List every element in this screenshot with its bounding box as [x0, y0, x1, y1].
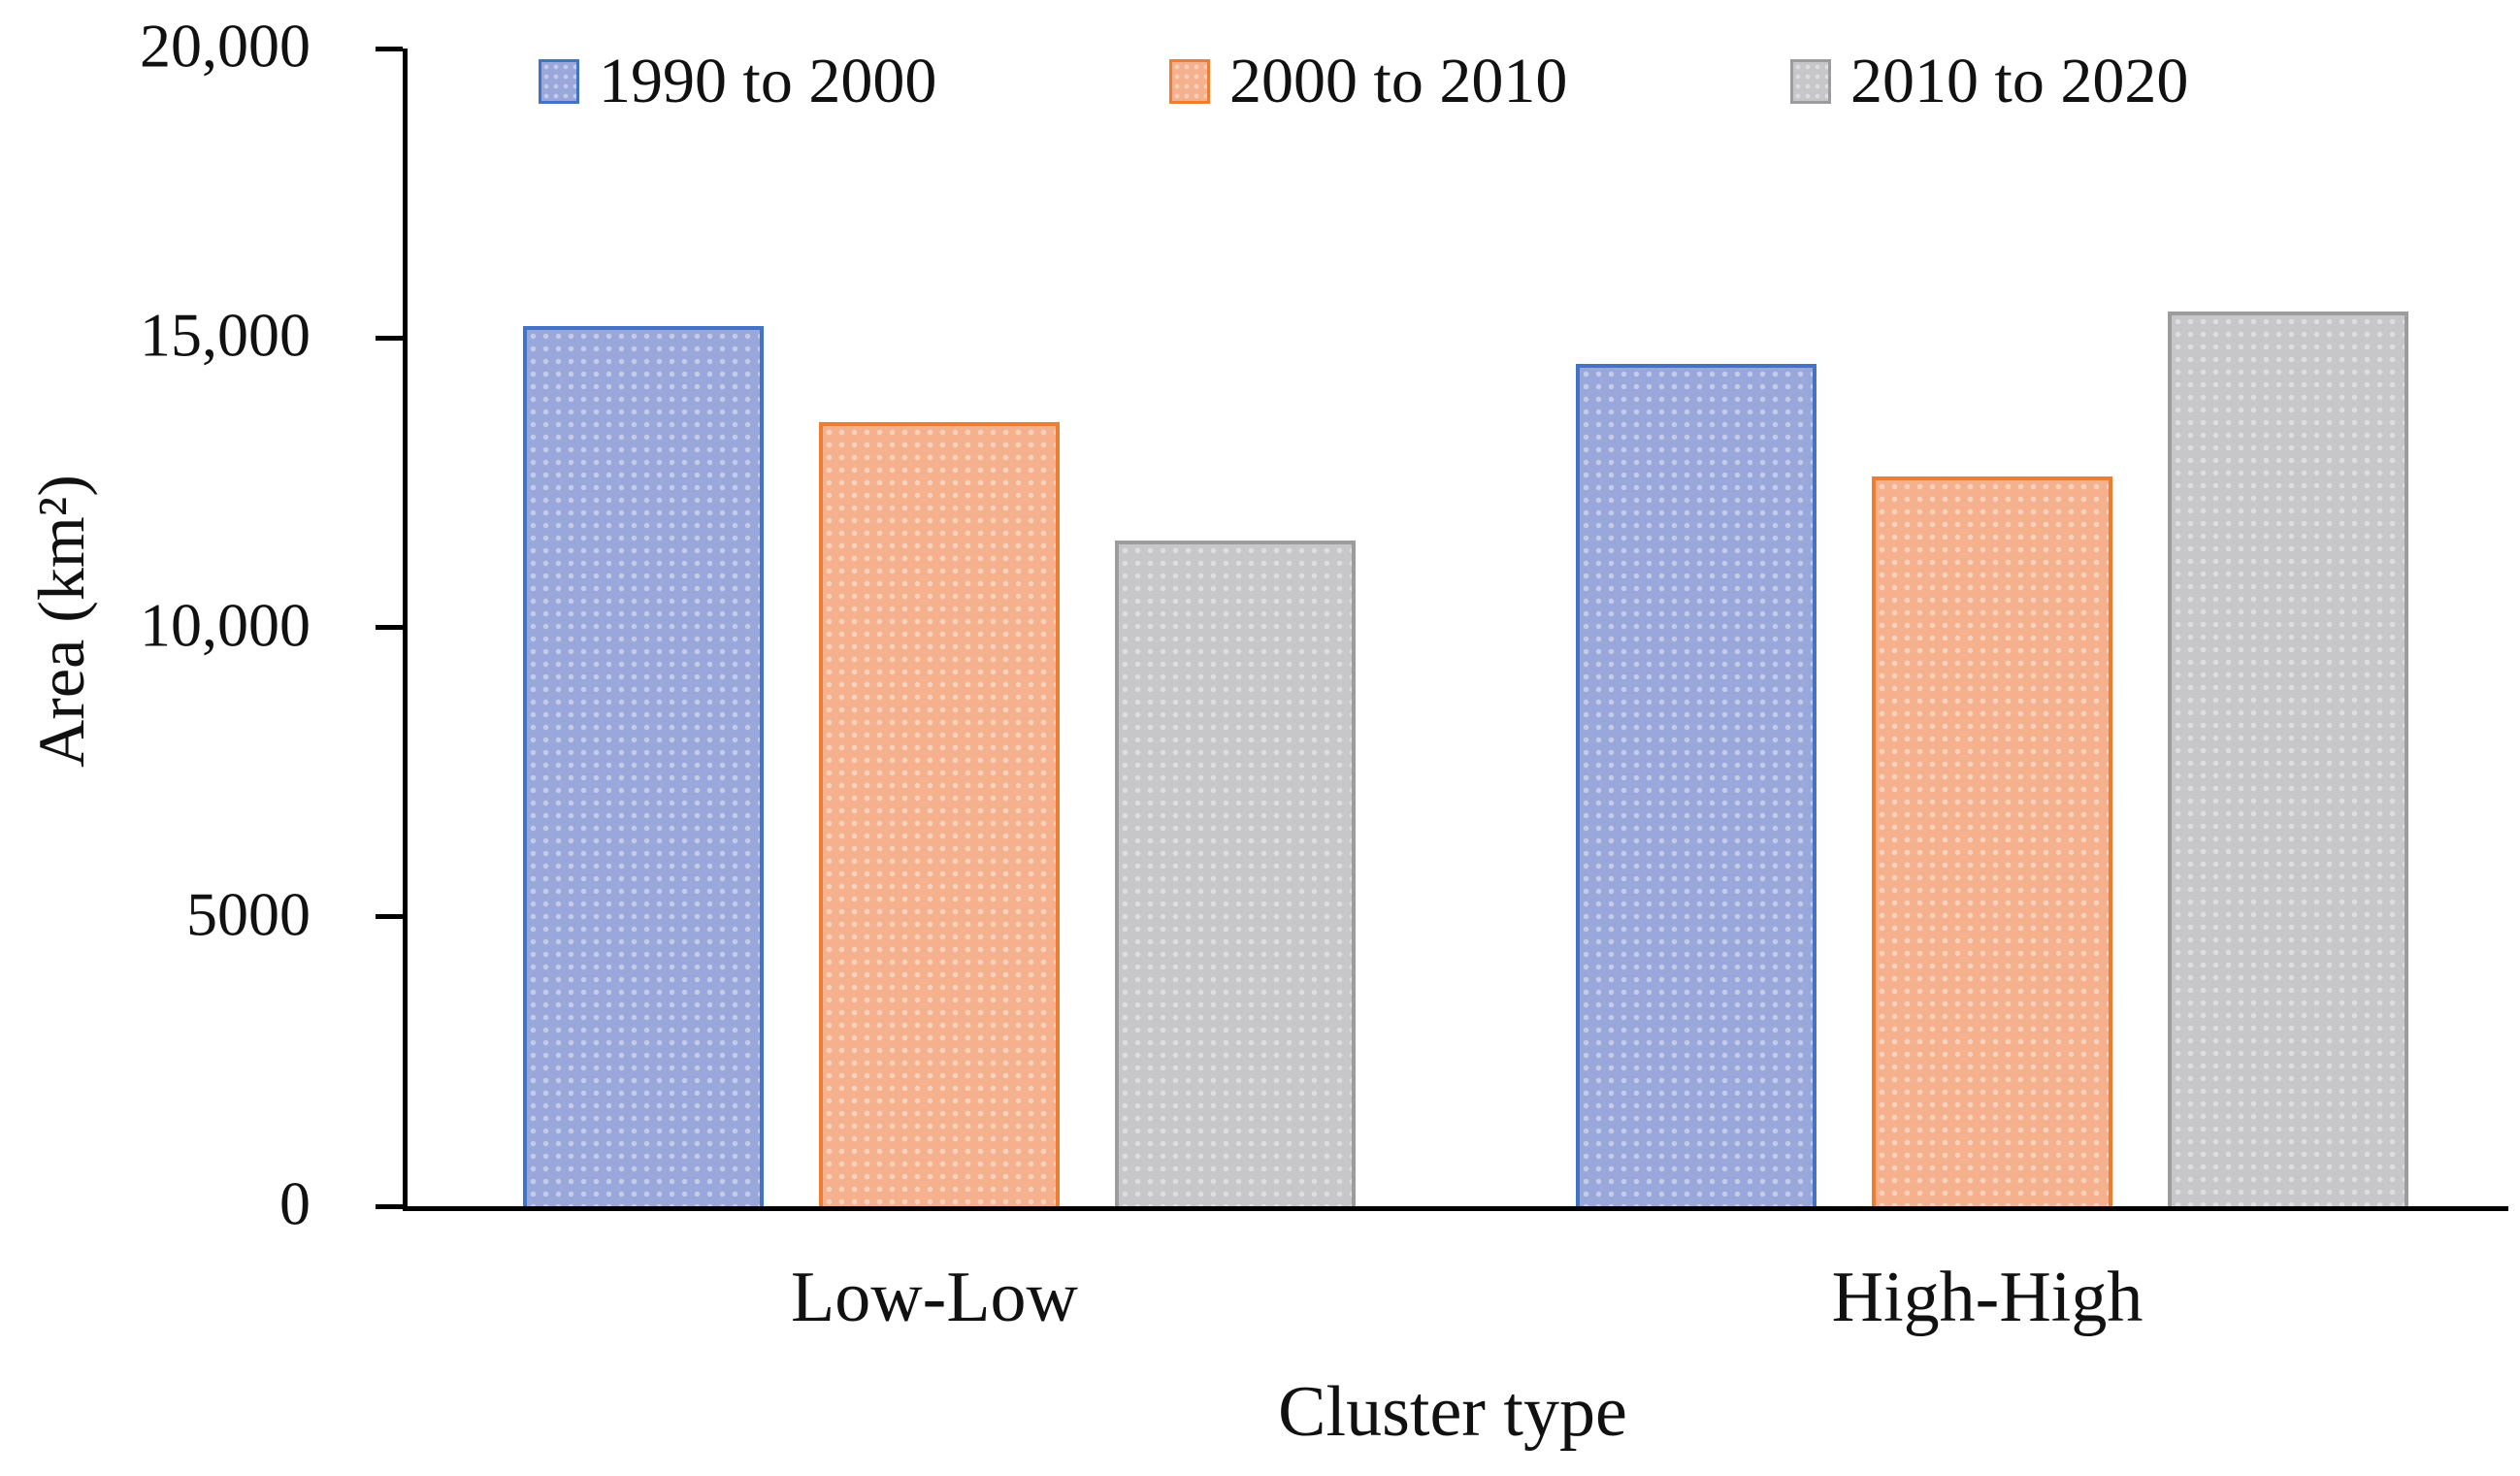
- y-tick-label: 5000: [186, 879, 311, 949]
- y-tick-0: [376, 1203, 403, 1209]
- legend-label: 1990 to 2000: [599, 46, 937, 116]
- x-axis-title: Cluster type: [1278, 1372, 1627, 1452]
- legend-item-2000-to-2010: 2000 to 2010: [1169, 49, 1567, 114]
- y-tick-label: 0: [279, 1168, 311, 1238]
- legend-swatch-icon: [1169, 59, 1210, 104]
- legend-item-1990-to-2000: 1990 to 2000: [539, 49, 936, 114]
- y-tick-5000: [376, 914, 403, 920]
- plot-area: [376, 46, 2508, 1211]
- legend-label: 2000 to 2010: [1229, 46, 1568, 116]
- y-tick-20000: [376, 46, 403, 51]
- bar-high-high-2010-to-2020: [2168, 312, 2408, 1206]
- y-tick-15000: [376, 335, 403, 341]
- y-tick-10000: [376, 625, 403, 630]
- y-tick-label: 20,000: [140, 11, 311, 81]
- bar-low-low-2000-to-2010: [819, 421, 1060, 1206]
- bar-high-high-2000-to-2010: [1872, 476, 2112, 1206]
- y-tick-label: 15,000: [140, 300, 311, 370]
- legend-swatch-icon: [539, 59, 579, 104]
- legend-item-2010-to-2020: 2010 to 2020: [1790, 49, 2188, 114]
- x-category-label-low-low: Low-Low: [791, 1258, 1078, 1337]
- legend-label: 2010 to 2020: [1850, 46, 2189, 116]
- y-tick-label: 10,000: [140, 589, 311, 659]
- bar-low-low-2010-to-2020: [1115, 541, 1356, 1206]
- x-category-label-high-high: High-High: [1831, 1258, 2144, 1337]
- bar-low-low-1990-to-2000: [523, 326, 764, 1206]
- legend-swatch-icon: [1790, 59, 1831, 104]
- bar-high-high-1990-to-2000: [1576, 364, 1816, 1206]
- y-axis-title: Area (km²): [24, 475, 98, 768]
